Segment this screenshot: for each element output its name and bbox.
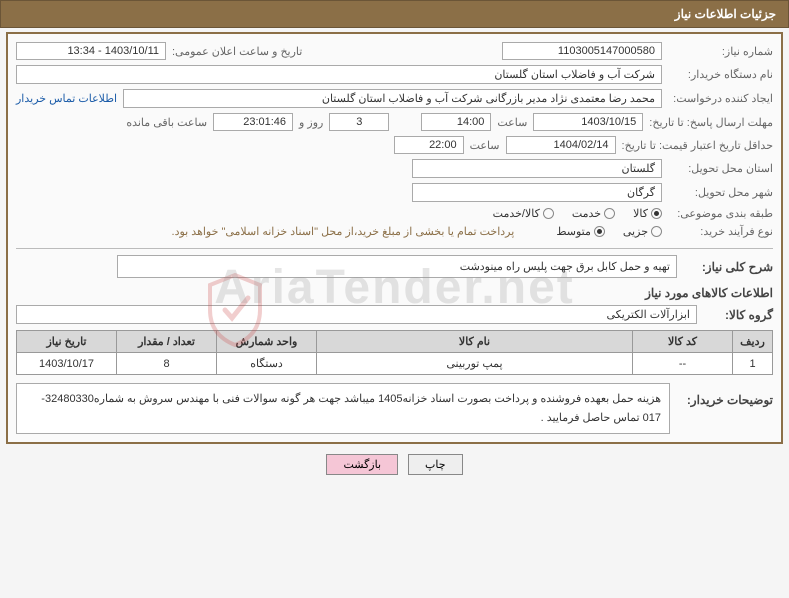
goods-group-value: ابزارآلات الکتریکی — [16, 305, 697, 324]
deadline-label: مهلت ارسال پاسخ: تا تاریخ: — [649, 116, 773, 129]
time-label-1: ساعت — [497, 116, 527, 129]
time-label-2: ساعت — [470, 139, 500, 152]
days-count: 3 — [329, 113, 389, 131]
print-button[interactable]: چاپ — [408, 454, 463, 475]
goods-info-label: اطلاعات کالاهای مورد نیاز — [645, 286, 773, 300]
table-row: 1 -- پمپ توربینی دستگاه 8 1403/10/17 — [17, 353, 773, 375]
buyer-desc-value: هزینه حمل بعهده فروشنده و پرداخت بصورت ا… — [16, 383, 670, 434]
need-no-label: شماره نیاز: — [668, 45, 773, 58]
cell-name: پمپ توربینی — [317, 353, 633, 375]
process-radio-group: جزیی متوسط — [556, 225, 662, 238]
th-name: نام کالا — [317, 331, 633, 353]
announce-label: تاریخ و ساعت اعلان عمومی: — [172, 45, 302, 58]
radio-khedmat[interactable] — [604, 208, 615, 219]
proc-opt2: متوسط — [556, 225, 591, 238]
deadline-date: 1403/10/15 — [533, 113, 643, 131]
radio-minor[interactable] — [651, 226, 662, 237]
goods-table: ردیف کد کالا نام کالا واحد شمارش تعداد /… — [16, 330, 773, 375]
contact-link[interactable]: اطلاعات تماس خریدار — [16, 92, 117, 105]
validity-label: حداقل تاریخ اعتبار قیمت: تا تاریخ: — [622, 139, 773, 152]
cell-unit: دستگاه — [217, 353, 317, 375]
days-and: روز و — [299, 116, 323, 129]
category-label: طبقه بندی موضوعی: — [668, 207, 773, 220]
cell-date: 1403/10/17 — [17, 353, 117, 375]
back-button[interactable]: بازگشت — [326, 454, 398, 475]
province-label: استان محل تحویل: — [668, 162, 773, 175]
payment-note: پرداخت تمام یا بخشی از مبلغ خرید،از محل … — [172, 225, 515, 238]
overall-desc-label: شرح کلی نیاز: — [683, 260, 773, 274]
validity-date: 1404/02/14 — [506, 136, 616, 154]
th-date: تاریخ نیاز — [17, 331, 117, 353]
radio-kala[interactable] — [651, 208, 662, 219]
divider-1 — [16, 248, 773, 249]
announce-value: 1403/10/11 - 13:34 — [16, 42, 166, 60]
cat-opt3: کالا/خدمت — [493, 207, 540, 220]
need-no-value: 1103005147000580 — [502, 42, 662, 60]
th-unit: واحد شمارش — [217, 331, 317, 353]
process-label: نوع فرآیند خرید: — [668, 225, 773, 238]
panel-header: جزئیات اطلاعات نیاز — [0, 0, 789, 28]
validity-time: 22:00 — [394, 136, 464, 154]
cat-opt1: کالا — [633, 207, 648, 220]
th-code: کد کالا — [633, 331, 733, 353]
cell-code: -- — [633, 353, 733, 375]
deadline-time: 14:00 — [421, 113, 491, 131]
category-radio-group: کالا خدمت کالا/خدمت — [493, 207, 662, 220]
overall-desc-value: تهیه و حمل کابل برق جهت پلیس راه مینودشت — [117, 255, 677, 278]
cell-row: 1 — [733, 353, 773, 375]
remain-suffix: ساعت باقی مانده — [126, 116, 207, 129]
proc-opt1: جزیی — [623, 225, 648, 238]
main-panel: شماره نیاز: 1103005147000580 تاریخ و ساع… — [6, 32, 783, 444]
buyer-org-value: شرکت آب و فاضلاب استان گلستان — [16, 65, 662, 84]
goods-group-label: گروه کالا: — [703, 308, 773, 322]
buyer-org-label: نام دستگاه خریدار: — [668, 68, 773, 81]
button-row: چاپ بازگشت — [0, 454, 789, 475]
requester-value: محمد رضا معتمدی نژاد مدیر بازرگانی شرکت … — [123, 89, 662, 108]
requester-label: ایجاد کننده درخواست: — [668, 92, 773, 105]
radio-kalakhedmat[interactable] — [543, 208, 554, 219]
th-row: ردیف — [733, 331, 773, 353]
panel-title: جزئیات اطلاعات نیاز — [675, 7, 776, 21]
buyer-desc-label: توضیحات خریدار: — [678, 383, 773, 407]
cat-opt2: خدمت — [572, 207, 601, 220]
remain-time: 23:01:46 — [213, 113, 293, 131]
cell-qty: 8 — [117, 353, 217, 375]
city-value: گرگان — [412, 183, 662, 202]
province-value: گلستان — [412, 159, 662, 178]
th-qty: تعداد / مقدار — [117, 331, 217, 353]
city-label: شهر محل تحویل: — [668, 186, 773, 199]
radio-medium[interactable] — [594, 226, 605, 237]
table-header-row: ردیف کد کالا نام کالا واحد شمارش تعداد /… — [17, 331, 773, 353]
